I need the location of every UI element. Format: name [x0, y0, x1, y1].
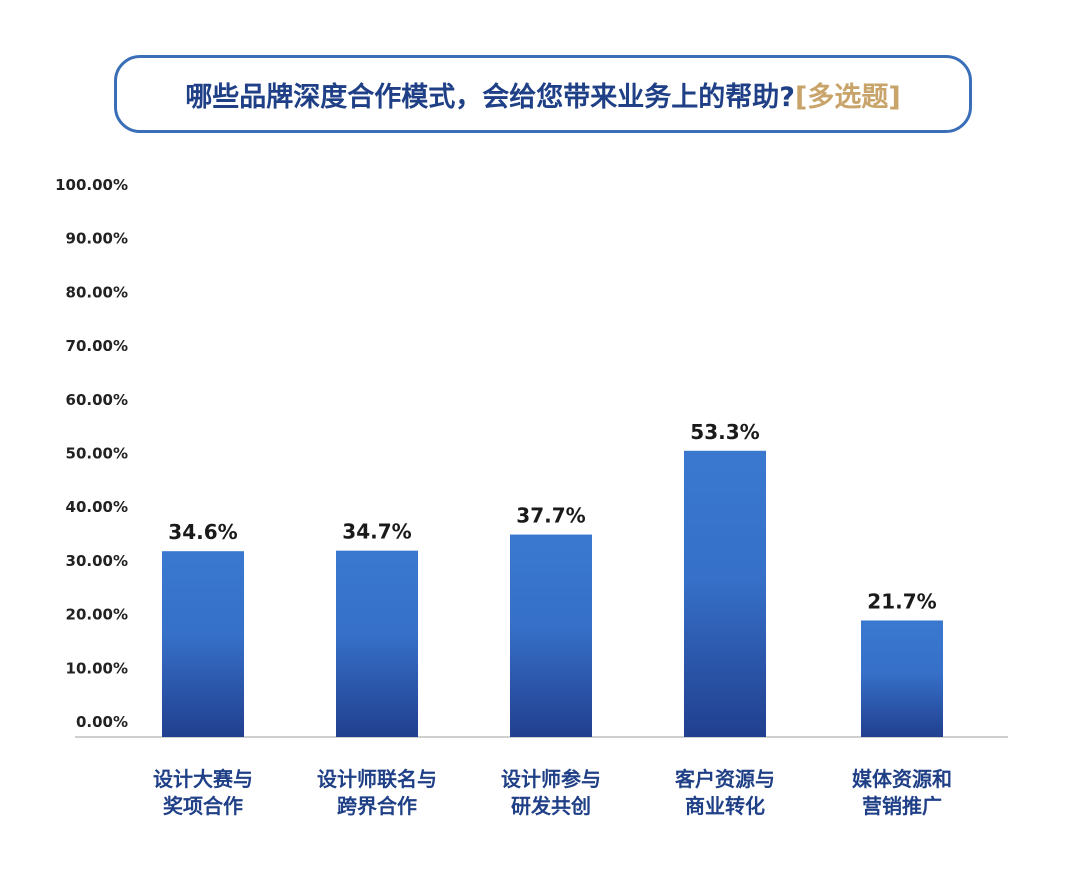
x-category-label: 奖项合作	[163, 794, 243, 818]
y-tick-label: 90.00%	[66, 230, 128, 248]
y-tick-label: 30.00%	[66, 552, 128, 570]
x-category-label: 媒体资源和	[852, 767, 952, 791]
y-tick-label: 100.00%	[55, 176, 128, 194]
data-label: 53.3%	[690, 420, 759, 444]
x-category-label: 跨界合作	[337, 794, 417, 818]
data-label: 34.7%	[342, 520, 411, 544]
bar	[336, 550, 418, 737]
x-category-label: 研发共创	[511, 794, 591, 818]
y-tick-label: 60.00%	[66, 391, 128, 409]
x-category-label: 营销推广	[862, 794, 942, 818]
x-category-label: 设计师联名与	[317, 767, 437, 791]
x-category-label: 客户资源与	[674, 767, 775, 791]
data-label: 37.7%	[516, 504, 585, 528]
data-label: 21.7%	[867, 589, 936, 613]
bar	[861, 620, 943, 737]
x-category-label: 设计大赛与	[153, 767, 253, 791]
y-tick-label: 10.00%	[66, 659, 128, 677]
y-tick-label: 20.00%	[66, 606, 128, 624]
y-tick-label: 80.00%	[66, 283, 128, 301]
chart-title: 哪些品牌深度合作模式，会给您带来业务上的帮助?	[185, 81, 795, 113]
x-category-label: 设计师参与	[501, 767, 601, 791]
y-tick-label: 40.00%	[66, 498, 128, 516]
y-tick-label: 70.00%	[66, 337, 128, 355]
bar	[162, 551, 244, 737]
x-category-label: 商业转化	[685, 794, 765, 818]
bar	[684, 450, 766, 737]
multi-choice-tag: [多选题]	[794, 81, 901, 113]
chart-title-box: 哪些品牌深度合作模式，会给您带来业务上的帮助? [多选题]	[114, 55, 972, 133]
bar	[510, 534, 592, 737]
y-tick-label: 0.00%	[76, 713, 128, 731]
y-tick-label: 50.00%	[66, 445, 128, 463]
data-label: 34.6%	[168, 520, 237, 544]
